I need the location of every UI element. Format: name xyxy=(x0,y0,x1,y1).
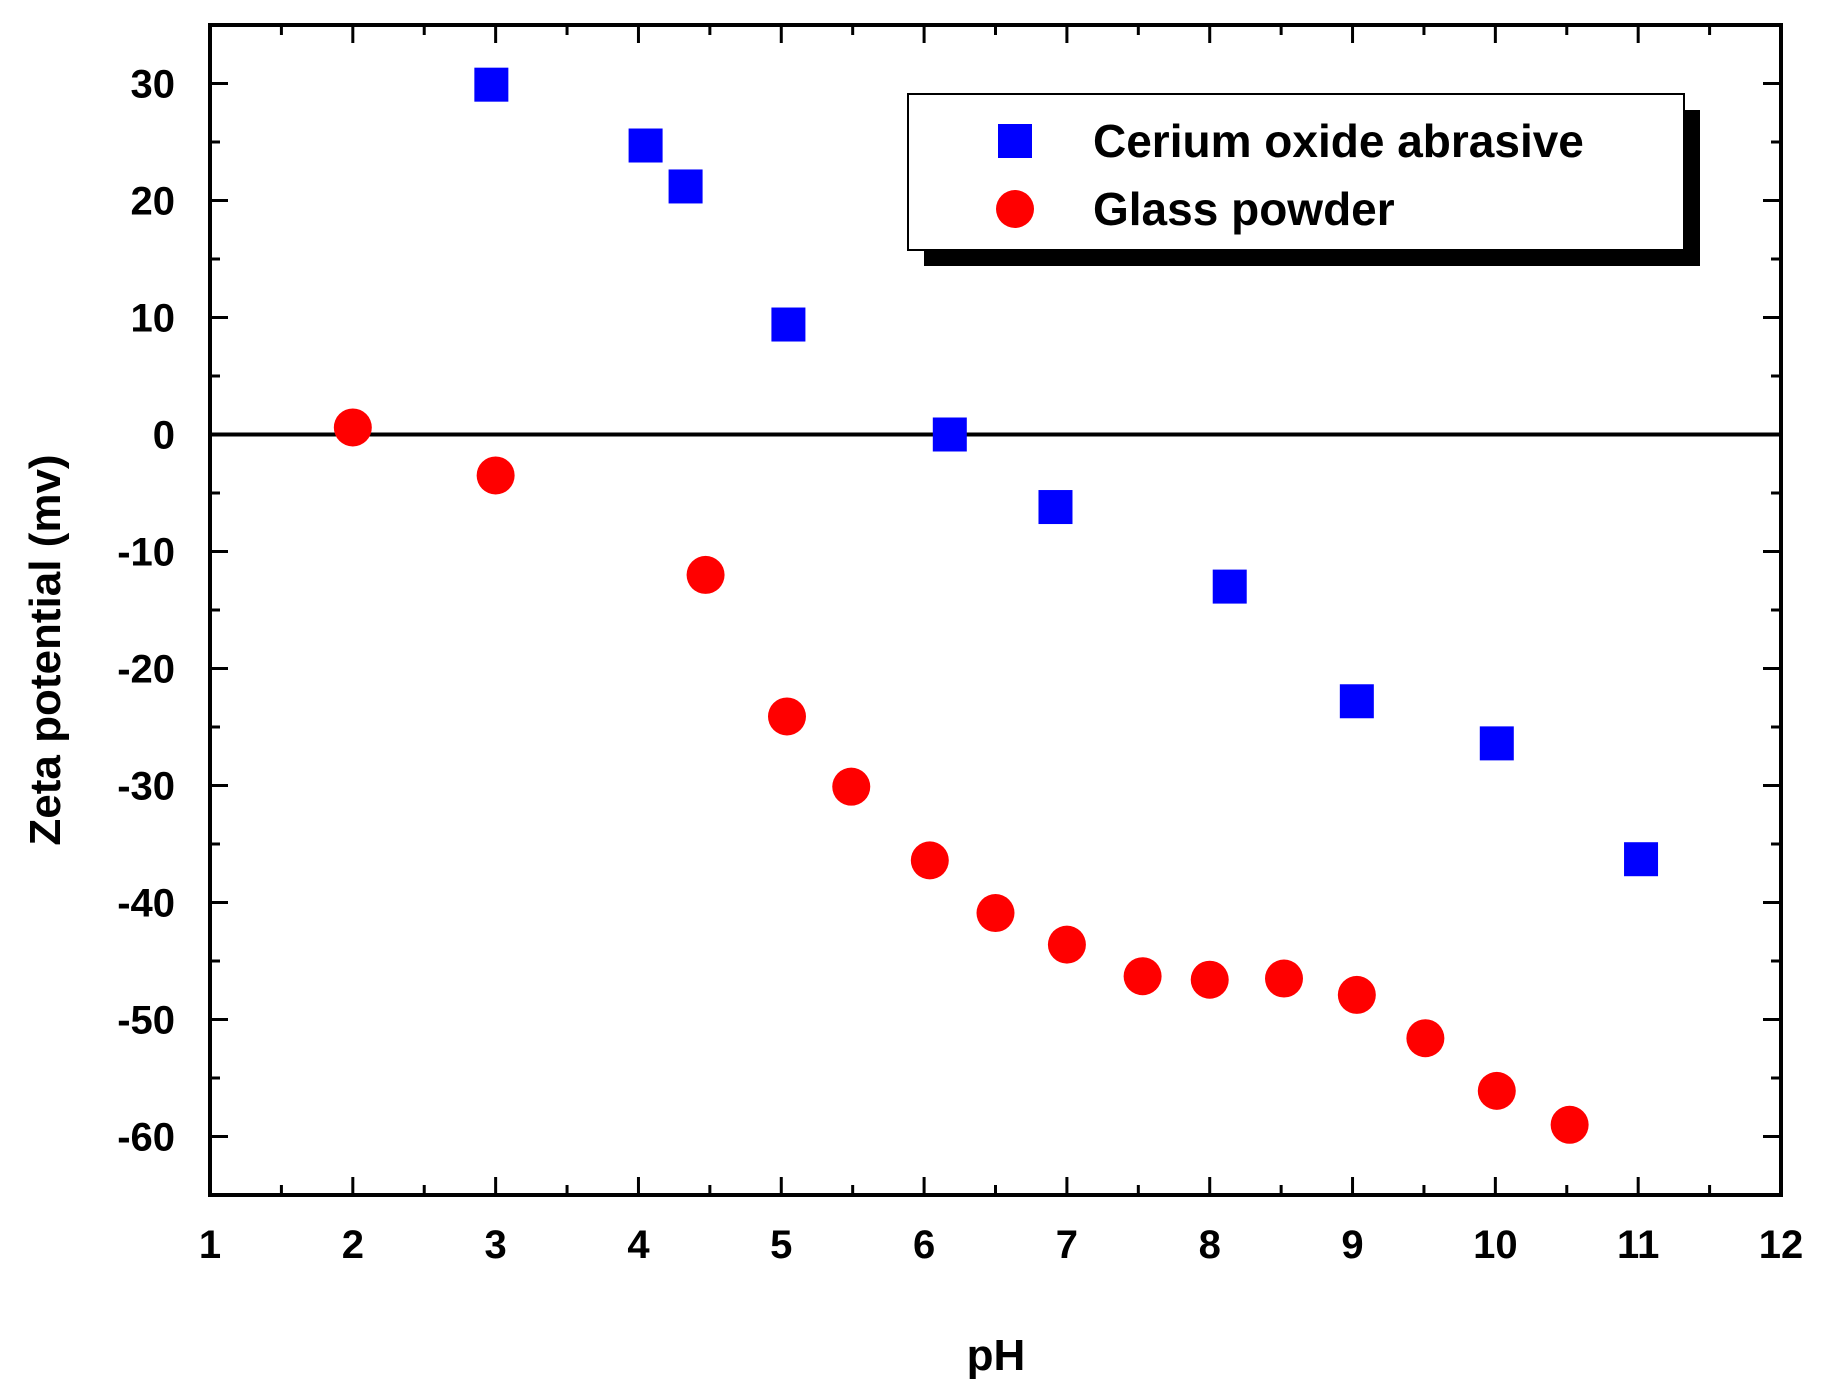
x-tick-label: 8 xyxy=(1199,1223,1221,1267)
y-tick-label: -40 xyxy=(117,882,175,926)
x-tick-label: 1 xyxy=(199,1223,221,1267)
glass-point xyxy=(1123,957,1162,996)
cerium-point xyxy=(932,417,967,452)
glass-point xyxy=(686,555,725,594)
x-tick-label: 11 xyxy=(1617,1223,1659,1267)
x-tick-label: 9 xyxy=(1341,1223,1363,1267)
y-tick-label: 20 xyxy=(131,180,176,224)
cerium-point xyxy=(474,67,509,102)
glass-point xyxy=(333,408,372,447)
cerium-point xyxy=(1212,569,1247,604)
legend-label-glass: Glass powder xyxy=(1093,183,1395,235)
y-tick-label: 0 xyxy=(153,414,175,458)
y-tick-label: -50 xyxy=(117,999,175,1043)
y-tick-label: -20 xyxy=(117,648,175,692)
x-tick-label: 2 xyxy=(342,1223,364,1267)
axis-ticks xyxy=(208,23,1783,1197)
x-axis-title: pH xyxy=(967,1331,1026,1380)
y-tick-label: 10 xyxy=(131,297,176,341)
data-points xyxy=(333,67,1659,1144)
cerium-point xyxy=(1339,684,1374,719)
legend-marker-cerium-square xyxy=(998,124,1032,158)
cerium-point xyxy=(1038,490,1073,525)
legend: Cerium oxide abrasive Glass powder xyxy=(907,93,1700,266)
glass-point xyxy=(910,841,949,880)
x-tick-label: 5 xyxy=(770,1223,792,1267)
glass-point xyxy=(976,894,1015,933)
y-axis-title: Zeta potential (mv) xyxy=(21,454,70,845)
x-tick-label: 7 xyxy=(1056,1223,1078,1267)
x-tick-label: 10 xyxy=(1473,1223,1518,1267)
x-tick-label: 3 xyxy=(485,1223,507,1267)
y-tick-labels: 30 20 10 0 -10 -20 -30 -40 -50 -60 xyxy=(117,63,175,1160)
glass-point xyxy=(476,456,515,495)
glass-point xyxy=(1264,959,1303,998)
x-tick-label: 12 xyxy=(1759,1223,1804,1267)
glass-point xyxy=(767,697,806,736)
y-tick-label: -10 xyxy=(117,531,175,575)
cerium-point xyxy=(771,307,806,342)
x-tick-label: 6 xyxy=(913,1223,935,1267)
glass-point xyxy=(1406,1019,1445,1058)
x-tick-labels: 1 2 3 4 5 6 7 8 9 10 11 12 xyxy=(199,1223,1803,1267)
cerium-point xyxy=(668,169,703,204)
glass-point xyxy=(1477,1071,1516,1110)
glass-point xyxy=(1047,925,1086,964)
cerium-point xyxy=(1479,726,1514,761)
x-tick-label: 4 xyxy=(627,1223,650,1267)
y-tick-label: 30 xyxy=(131,63,176,107)
y-tick-label: -30 xyxy=(117,765,175,809)
cerium-point xyxy=(1624,842,1659,877)
glass-point xyxy=(1550,1105,1589,1144)
legend-label-cerium: Cerium oxide abrasive xyxy=(1093,115,1584,167)
glass-point xyxy=(1337,975,1376,1014)
legend-marker-glass-circle xyxy=(996,190,1034,228)
y-tick-label: -60 xyxy=(117,1116,175,1160)
glass-point xyxy=(832,767,871,806)
cerium-point xyxy=(628,128,663,163)
legend-box xyxy=(907,93,1685,251)
glass-point xyxy=(1190,960,1229,999)
